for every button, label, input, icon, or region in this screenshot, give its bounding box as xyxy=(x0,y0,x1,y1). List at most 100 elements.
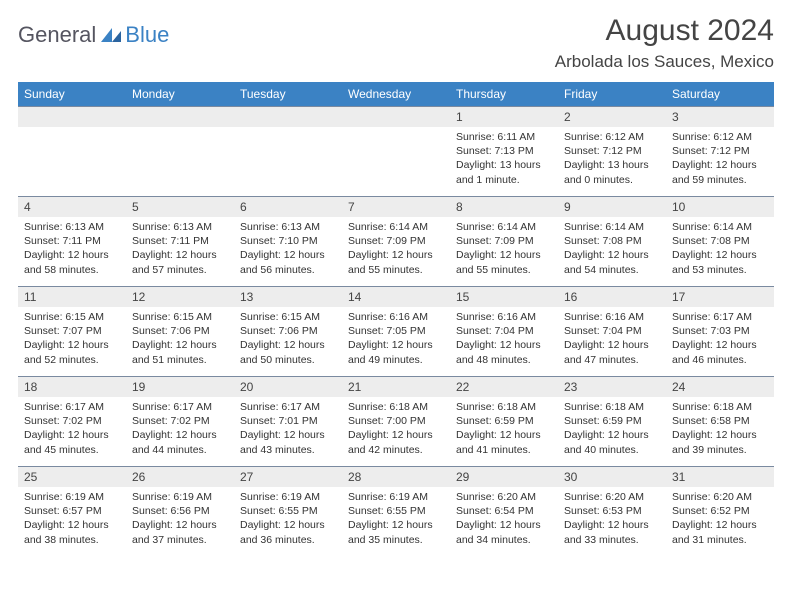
calendar-week-row: 4Sunrise: 6:13 AMSunset: 7:11 PMDaylight… xyxy=(18,196,774,286)
calendar-cell: 17 Sunrise: 6:17 AMSunset: 7:03 PMDayligh… xyxy=(666,286,774,376)
day-details: Sunrise: 6:13 AMSunset: 7:11 PMDaylight:… xyxy=(18,217,126,283)
day-detail-line: Sunrise: 6:20 AM xyxy=(672,490,768,504)
day-detail-line: Daylight: 12 hours and 53 minutes. xyxy=(672,248,768,276)
day-details: Sunrise: 6:15 AMSunset: 7:07 PMDaylight:… xyxy=(18,307,126,373)
calendar-cell: 31 Sunrise: 6:20 AMSunset: 6:52 PMDayligh… xyxy=(666,466,774,556)
day-number: 11 xyxy=(18,286,126,307)
day-detail-line: Daylight: 12 hours and 55 minutes. xyxy=(348,248,444,276)
day-detail-line: Sunrise: 6:18 AM xyxy=(672,400,768,414)
col-monday: Monday xyxy=(126,82,234,106)
calendar-cell: 8Sunrise: 6:14 AMSunset: 7:09 PMDaylight… xyxy=(450,196,558,286)
day-number: 13 xyxy=(234,286,342,307)
day-detail-line: Sunset: 6:59 PM xyxy=(456,414,552,428)
day-detail-line: Sunrise: 6:17 AM xyxy=(24,400,120,414)
calendar-cell: 23Sunrise: 6:18 AMSunset: 6:59 PMDayligh… xyxy=(558,376,666,466)
day-detail-line: Sunrise: 6:17 AM xyxy=(240,400,336,414)
day-detail-line: Sunset: 7:09 PM xyxy=(348,234,444,248)
day-detail-line: Sunset: 7:00 PM xyxy=(348,414,444,428)
col-friday: Friday xyxy=(558,82,666,106)
day-detail-line: Daylight: 12 hours and 34 minutes. xyxy=(456,518,552,546)
day-detail-line: Sunset: 6:52 PM xyxy=(672,504,768,518)
day-number: 18 xyxy=(18,376,126,397)
day-detail-line: Sunset: 7:08 PM xyxy=(672,234,768,248)
day-detail-line: Sunset: 7:11 PM xyxy=(24,234,120,248)
day-number: 28 xyxy=(342,466,450,487)
calendar-week-row: 18Sunrise: 6:17 AMSunset: 7:02 PMDayligh… xyxy=(18,376,774,466)
day-number: 12 xyxy=(126,286,234,307)
day-number: 8 xyxy=(450,196,558,217)
day-detail-line: Sunrise: 6:16 AM xyxy=(456,310,552,324)
calendar-cell: 22Sunrise: 6:18 AMSunset: 6:59 PMDayligh… xyxy=(450,376,558,466)
calendar-cell: 3Sunrise: 6:12 AMSunset: 7:12 PMDaylight… xyxy=(666,106,774,196)
calendar-cell: 18Sunrise: 6:17 AMSunset: 7:02 PMDayligh… xyxy=(18,376,126,466)
day-number: 22 xyxy=(450,376,558,397)
day-detail-line: Sunrise: 6:16 AM xyxy=(564,310,660,324)
calendar-cell: 21Sunrise: 6:18 AMSunset: 7:00 PMDayligh… xyxy=(342,376,450,466)
calendar-cell: 5Sunrise: 6:13 AMSunset: 7:11 PMDaylight… xyxy=(126,196,234,286)
day-detail-line: Sunset: 7:06 PM xyxy=(240,324,336,338)
day-details: Sunrise: 6:14 AMSunset: 7:08 PMDaylight:… xyxy=(666,217,774,283)
calendar-cell: 27Sunrise: 6:19 AMSunset: 6:55 PMDayligh… xyxy=(234,466,342,556)
day-detail-line: Sunset: 6:58 PM xyxy=(672,414,768,428)
day-detail-line: Sunrise: 6:20 AM xyxy=(564,490,660,504)
day-number: 7 xyxy=(342,196,450,217)
day-detail-line: Sunrise: 6:17 AM xyxy=(672,310,768,324)
day-number: 24 xyxy=(666,376,774,397)
day-detail-line: Sunset: 7:07 PM xyxy=(24,324,120,338)
day-detail-line: Sunrise: 6:11 AM xyxy=(456,130,552,144)
day-detail-line: Sunset: 7:04 PM xyxy=(456,324,552,338)
logo: General Blue xyxy=(18,22,169,48)
header: General Blue August 2024 Arbolada los Sa… xyxy=(18,14,774,72)
day-details: Sunrise: 6:12 AMSunset: 7:12 PMDaylight:… xyxy=(558,127,666,193)
day-detail-line: Daylight: 12 hours and 47 minutes. xyxy=(564,338,660,366)
day-detail-line: Daylight: 13 hours and 1 minute. xyxy=(456,158,552,186)
day-detail-line: Sunrise: 6:14 AM xyxy=(672,220,768,234)
calendar-cell: 9Sunrise: 6:14 AMSunset: 7:08 PMDaylight… xyxy=(558,196,666,286)
day-detail-line: Sunset: 6:54 PM xyxy=(456,504,552,518)
day-details: Sunrise: 6:18 AMSunset: 6:58 PMDaylight:… xyxy=(666,397,774,463)
day-details: Sunrise: 6:20 AMSunset: 6:54 PMDaylight:… xyxy=(450,487,558,553)
day-number: 31 xyxy=(666,466,774,487)
calendar-cell: 16Sunrise: 6:16 AMSunset: 7:04 PMDayligh… xyxy=(558,286,666,376)
day-number: 10 xyxy=(666,196,774,217)
day-detail-line: Daylight: 12 hours and 46 minutes. xyxy=(672,338,768,366)
day-number: 27 xyxy=(234,466,342,487)
day-details: Sunrise: 6:12 AMSunset: 7:12 PMDaylight:… xyxy=(666,127,774,193)
day-header-row: Sunday Monday Tuesday Wednesday Thursday… xyxy=(18,82,774,106)
calendar-cell: 29Sunrise: 6:20 AMSunset: 6:54 PMDayligh… xyxy=(450,466,558,556)
day-details: Sunrise: 6:13 AMSunset: 7:11 PMDaylight:… xyxy=(126,217,234,283)
day-detail-line: Daylight: 12 hours and 31 minutes. xyxy=(672,518,768,546)
day-detail-line: Sunset: 7:01 PM xyxy=(240,414,336,428)
day-detail-line: Daylight: 12 hours and 43 minutes. xyxy=(240,428,336,456)
day-detail-line: Sunset: 7:03 PM xyxy=(672,324,768,338)
day-details: Sunrise: 6:19 AMSunset: 6:57 PMDaylight:… xyxy=(18,487,126,553)
day-detail-line: Sunrise: 6:18 AM xyxy=(564,400,660,414)
location: Arbolada los Sauces, Mexico xyxy=(555,52,774,72)
col-sunday: Sunday xyxy=(18,82,126,106)
day-detail-line: Sunset: 7:06 PM xyxy=(132,324,228,338)
day-detail-line: Sunrise: 6:15 AM xyxy=(240,310,336,324)
day-number: 25 xyxy=(18,466,126,487)
day-detail-line: Sunrise: 6:15 AM xyxy=(132,310,228,324)
col-saturday: Saturday xyxy=(666,82,774,106)
day-number: 14 xyxy=(342,286,450,307)
day-detail-line: Daylight: 12 hours and 44 minutes. xyxy=(132,428,228,456)
day-detail-line: Daylight: 12 hours and 51 minutes. xyxy=(132,338,228,366)
day-detail-line: Daylight: 12 hours and 33 minutes. xyxy=(564,518,660,546)
calendar-cell xyxy=(234,106,342,196)
day-detail-line: Sunrise: 6:12 AM xyxy=(564,130,660,144)
day-details: Sunrise: 6:14 AMSunset: 7:09 PMDaylight:… xyxy=(342,217,450,283)
calendar-body: 1Sunrise: 6:11 AMSunset: 7:13 PMDaylight… xyxy=(18,106,774,556)
day-detail-line: Daylight: 12 hours and 48 minutes. xyxy=(456,338,552,366)
col-tuesday: Tuesday xyxy=(234,82,342,106)
day-number: 17 xyxy=(666,286,774,307)
day-detail-line: Daylight: 12 hours and 55 minutes. xyxy=(456,248,552,276)
day-detail-line: Daylight: 12 hours and 59 minutes. xyxy=(672,158,768,186)
day-number: 15 xyxy=(450,286,558,307)
day-detail-line: Sunrise: 6:14 AM xyxy=(456,220,552,234)
day-number: 2 xyxy=(558,106,666,127)
day-detail-line: Sunset: 6:55 PM xyxy=(348,504,444,518)
day-detail-line: Daylight: 12 hours and 57 minutes. xyxy=(132,248,228,276)
calendar-cell: 19Sunrise: 6:17 AMSunset: 7:02 PMDayligh… xyxy=(126,376,234,466)
calendar-cell: 7Sunrise: 6:14 AMSunset: 7:09 PMDaylight… xyxy=(342,196,450,286)
